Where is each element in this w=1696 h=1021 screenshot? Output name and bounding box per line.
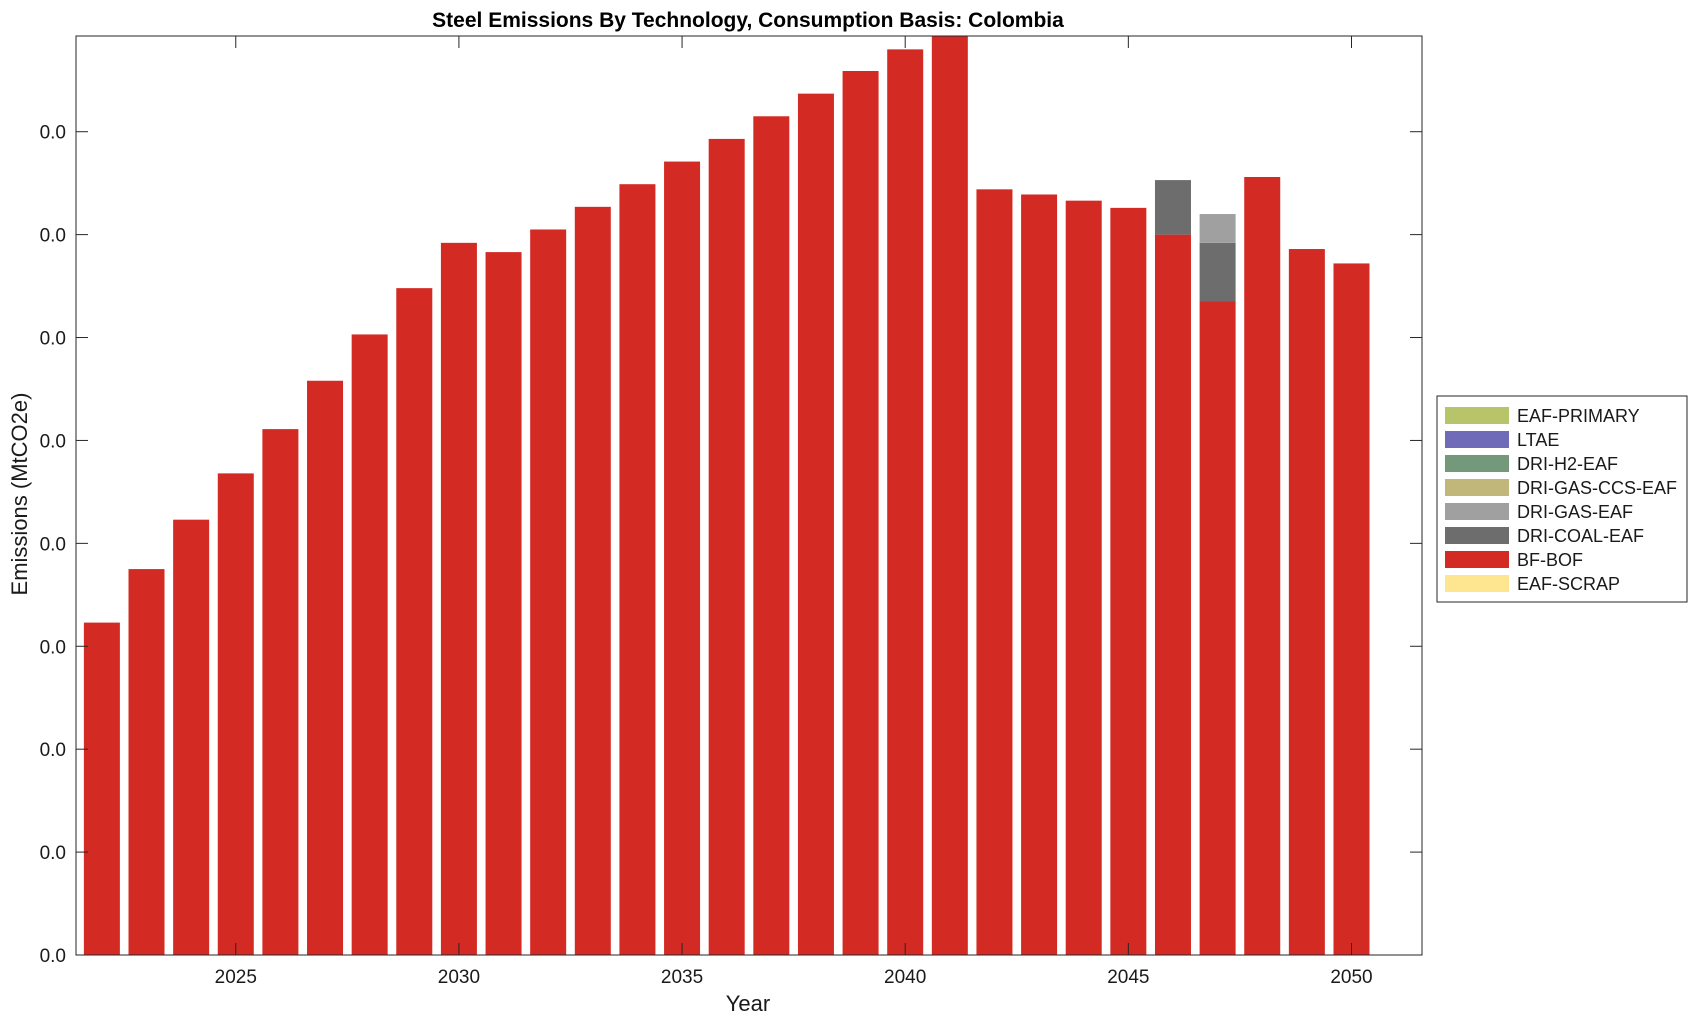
- y-tick-label: 0.0: [40, 431, 66, 452]
- legend-label-dri-h2-eaf: DRI-H2-EAF: [1517, 454, 1618, 474]
- y-tick-label: 0.0: [40, 534, 66, 555]
- bar-bf-bof-2030: [440, 242, 477, 956]
- bar-bf-bof-2022: [83, 622, 120, 955]
- bar-bf-bof-2033: [574, 206, 611, 956]
- bar-bf-bof-2023: [128, 569, 165, 955]
- legend-label-dri-gas-eaf: DRI-GAS-EAF: [1517, 502, 1633, 522]
- y-tick-label: 0.0: [40, 123, 66, 144]
- y-tick-label: 0.0: [40, 843, 66, 864]
- bar-bf-bof-2042: [976, 189, 1013, 955]
- legend-swatch-dri-coal-eaf: [1445, 527, 1509, 544]
- x-tick-label: 2035: [661, 967, 703, 988]
- bar-bf-bof-2037: [753, 116, 790, 955]
- bar-bf-bof-2024: [173, 519, 210, 955]
- bar-bf-bof-2049: [1288, 249, 1325, 956]
- y-tick-label: 0.0: [40, 226, 66, 247]
- bar-bf-bof-2026: [262, 429, 299, 955]
- y-tick-label: 0.0: [40, 637, 66, 658]
- legend-swatch-dri-gas-eaf: [1445, 503, 1509, 520]
- bar-bf-bof-2038: [797, 93, 834, 955]
- bar-dri-coal-eaf-2046: [1154, 180, 1191, 235]
- plot-background: [76, 36, 1422, 955]
- bar-bf-bof-2050: [1333, 263, 1370, 956]
- legend-label-eaf-primary: EAF-PRIMARY: [1517, 406, 1640, 426]
- legend-swatch-eaf-primary: [1445, 407, 1509, 424]
- bar-bf-bof-2044: [1065, 200, 1102, 955]
- bar-bf-bof-2041: [931, 36, 968, 955]
- bar-bf-bof-2032: [530, 229, 567, 955]
- bar-bf-bof-2045: [1110, 207, 1147, 956]
- bar-bf-bof-2031: [485, 252, 522, 955]
- legend-label-dri-gas-ccs-eaf: DRI-GAS-CCS-EAF: [1517, 478, 1677, 498]
- x-axis-label: Year: [726, 991, 770, 1016]
- legend-swatch-ltae: [1445, 431, 1509, 448]
- x-tick-label: 2025: [215, 967, 257, 988]
- x-tick-label: 2030: [438, 967, 480, 988]
- legend-swatch-dri-h2-eaf: [1445, 455, 1509, 472]
- chart-title: Steel Emissions By Technology, Consumpti…: [432, 9, 1064, 32]
- legend-label-bf-bof: BF-BOF: [1517, 550, 1583, 570]
- legend-label-dri-coal-eaf: DRI-COAL-EAF: [1517, 526, 1644, 546]
- bar-bf-bof-2036: [708, 138, 745, 956]
- bar-bf-bof-2028: [351, 334, 388, 955]
- y-axis-label: Emissions (MtCO2e): [7, 393, 32, 596]
- bar-bf-bof-2034: [619, 184, 656, 955]
- legend-box: [1436, 395, 1688, 603]
- y-tick-label: 0.0: [40, 740, 66, 761]
- legend-swatch-bf-bof: [1445, 551, 1509, 568]
- legend-swatch-eaf-scrap: [1445, 575, 1509, 592]
- bar-bf-bof-2040: [887, 49, 924, 956]
- x-tick-label: 2040: [884, 967, 926, 988]
- legend-label-ltae: LTAE: [1517, 430, 1559, 450]
- bar-bf-bof-2027: [307, 380, 344, 955]
- legend-swatch-dri-gas-ccs-eaf: [1445, 479, 1509, 496]
- legend-label-eaf-scrap: EAF-SCRAP: [1517, 574, 1620, 594]
- bar-bf-bof-2043: [1021, 194, 1058, 955]
- plot-area: 0.0 0.0 0.0 0.0 0.0 0.0 0.0 0.0 0.0 2025 2030 2035 2…: [40, 35, 1423, 988]
- bar-dri-coal-eaf-2047: [1199, 242, 1236, 302]
- y-tick-label: 0.0: [40, 946, 66, 967]
- bar-bf-bof-2025: [217, 473, 254, 955]
- x-tick-label: 2045: [1107, 967, 1149, 988]
- x-tick-label: 2050: [1330, 967, 1372, 988]
- bar-bf-bof-2029: [396, 288, 433, 955]
- bar-bf-bof-2047: [1199, 301, 1236, 956]
- bar-bf-bof-2039: [842, 70, 879, 955]
- bar-bf-bof-2035: [664, 161, 701, 956]
- legend: EAF-PRIMARY LTAE DRI-H2-EAF DRI-GAS-CCS-EAF…: [1436, 395, 1688, 603]
- bar-bf-bof-2046: [1154, 234, 1191, 955]
- y-tick-label: 0.0: [40, 329, 66, 350]
- bar-dri-gas-eaf-2047: [1199, 214, 1236, 243]
- bar-bf-bof-2048: [1244, 176, 1281, 956]
- plot-frame: [75, 35, 1423, 956]
